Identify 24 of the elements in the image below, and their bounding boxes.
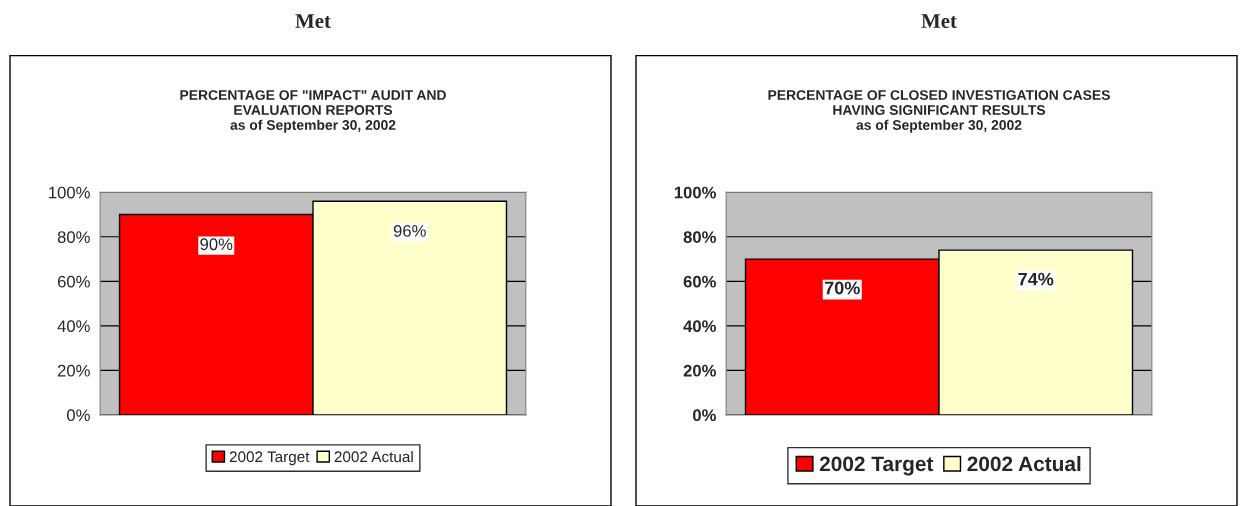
y-tick-label: 40% bbox=[57, 320, 90, 333]
data-label: 90% bbox=[200, 238, 233, 251]
y-tick-label: 20% bbox=[57, 364, 90, 377]
data-label: 70% bbox=[824, 281, 860, 295]
legend-label: 2002 Target bbox=[229, 451, 310, 466]
y-tick-label: 0% bbox=[693, 409, 716, 422]
chart-title: PERCENTAGE OF CLOSED INVESTIGATION CASES HAVING SIGNIFICANT RESULTS as of September 30, 2002 bbox=[768, 90, 1110, 133]
y-tick-label: 100% bbox=[674, 186, 716, 199]
legend-label: 2002 Actual bbox=[967, 455, 1081, 472]
y-tick-label: 0% bbox=[67, 409, 90, 422]
text: Met bbox=[295, 14, 331, 28]
data-label: 74% bbox=[1018, 272, 1054, 286]
chart-title: PERCENTAGE OF "IMPACT" AUDIT AND EVALUATION REPORTS as of September 30, 2002 bbox=[180, 90, 446, 133]
text: Met bbox=[921, 14, 957, 28]
legend-label: 2002 Actual bbox=[334, 450, 413, 463]
y-tick-label: 100% bbox=[49, 186, 90, 199]
y-tick-label: 60% bbox=[57, 275, 90, 288]
y-tick-label: 40% bbox=[683, 320, 716, 333]
y-tick-label: 60% bbox=[683, 275, 716, 288]
y-tick-label: 80% bbox=[683, 231, 716, 244]
y-tick-label: 80% bbox=[57, 231, 90, 244]
y-tick-label: 20% bbox=[683, 364, 716, 377]
legend-label: 2002 Target bbox=[819, 456, 934, 476]
data-label: 96% bbox=[393, 224, 426, 237]
